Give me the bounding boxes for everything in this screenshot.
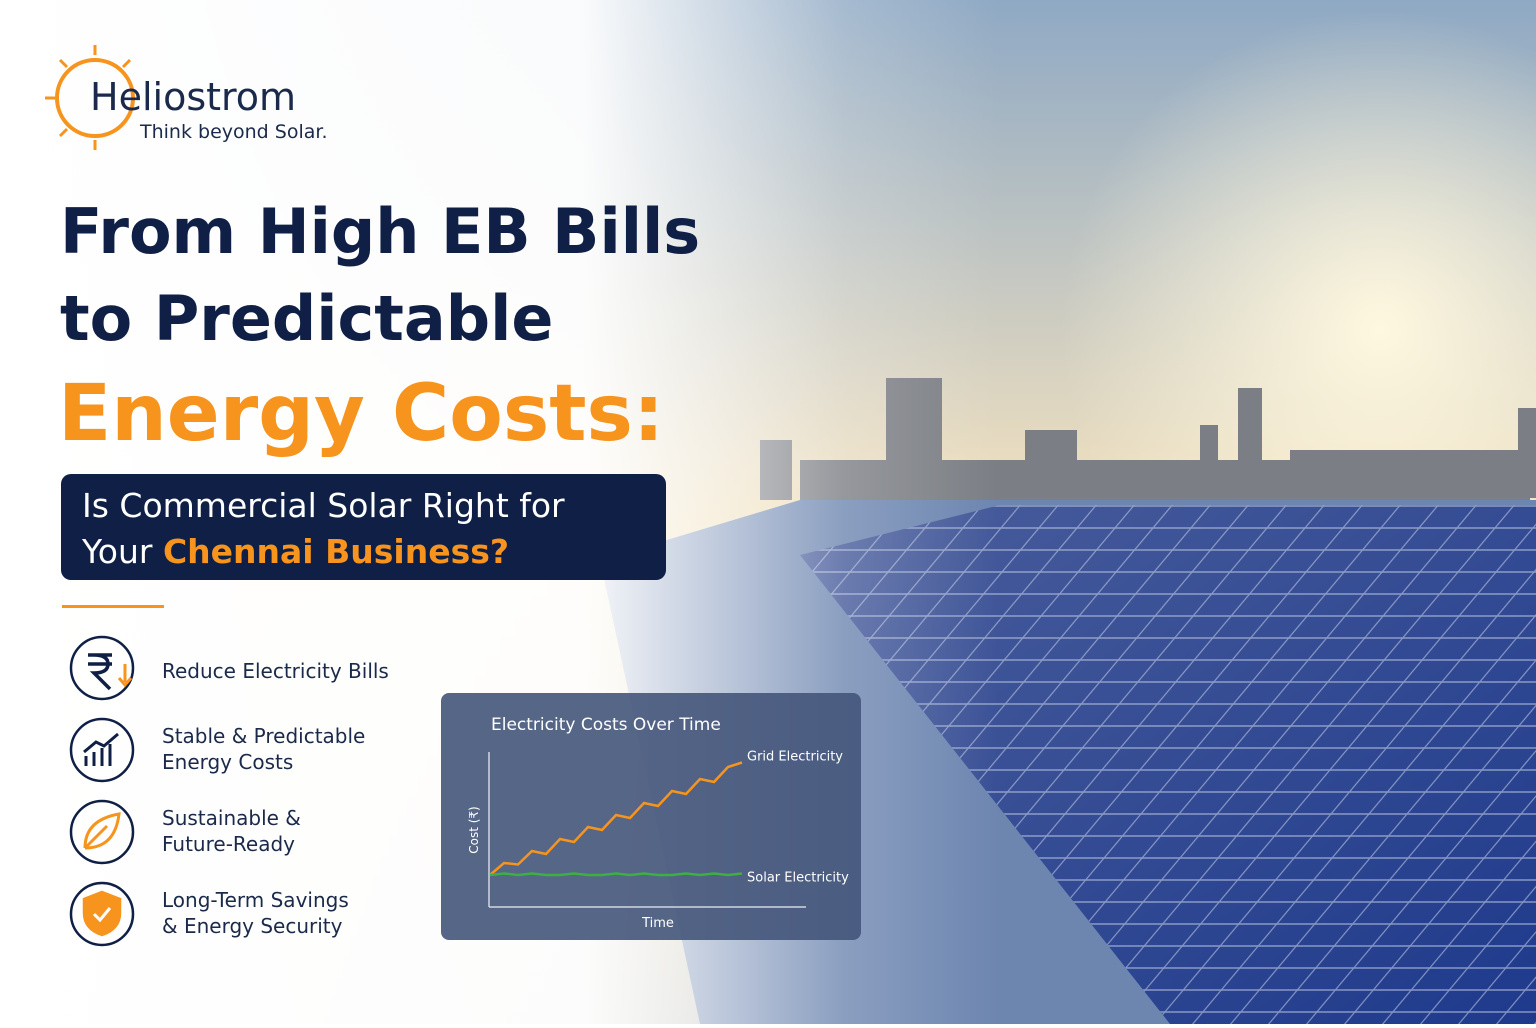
brand-name: Heliostrom bbox=[90, 75, 296, 119]
subheadline: Is Commercial Solar Right for bbox=[82, 486, 565, 525]
series-label: Solar Electricity bbox=[747, 871, 849, 886]
subheadline-box bbox=[61, 474, 666, 580]
brand-tagline: Think beyond Solar. bbox=[139, 121, 328, 143]
benefit-text: Energy Costs bbox=[162, 750, 293, 774]
subheadline-highlight: Chennai Business? bbox=[163, 532, 509, 571]
subheadline: Your Chennai Business? bbox=[81, 532, 509, 571]
chart-panel bbox=[441, 693, 861, 940]
headline-line: to Predictable bbox=[60, 282, 553, 355]
y-axis-label: Cost (₹) bbox=[467, 806, 481, 854]
benefit-text: Stable & Predictable bbox=[162, 724, 365, 748]
benefit-text: Reduce Electricity Bills bbox=[162, 659, 389, 683]
benefit-text: Future-Ready bbox=[162, 832, 295, 856]
chart-title: Electricity Costs Over Time bbox=[491, 715, 721, 735]
headline-highlight: Energy Costs: bbox=[58, 369, 664, 459]
chart-card: Electricity Costs Over Time Time Cost (₹… bbox=[441, 693, 861, 940]
benefit-text: Long-Term Savings bbox=[162, 888, 349, 912]
logo-sun bbox=[45, 45, 135, 150]
series-line bbox=[489, 872, 743, 877]
logo: Heliostrom Think beyond Solar. bbox=[45, 45, 328, 150]
benefit-icons bbox=[69, 635, 135, 947]
benefit-text: & Energy Security bbox=[162, 914, 343, 938]
x-axis-label: Time bbox=[641, 916, 674, 931]
subheadline: Your bbox=[81, 532, 153, 571]
benefit-text: Sustainable & bbox=[162, 806, 301, 830]
series-line bbox=[489, 761, 743, 876]
series-label: Grid Electricity bbox=[747, 750, 843, 765]
divider bbox=[62, 605, 164, 608]
headline-line: From High EB Bills bbox=[60, 195, 700, 268]
